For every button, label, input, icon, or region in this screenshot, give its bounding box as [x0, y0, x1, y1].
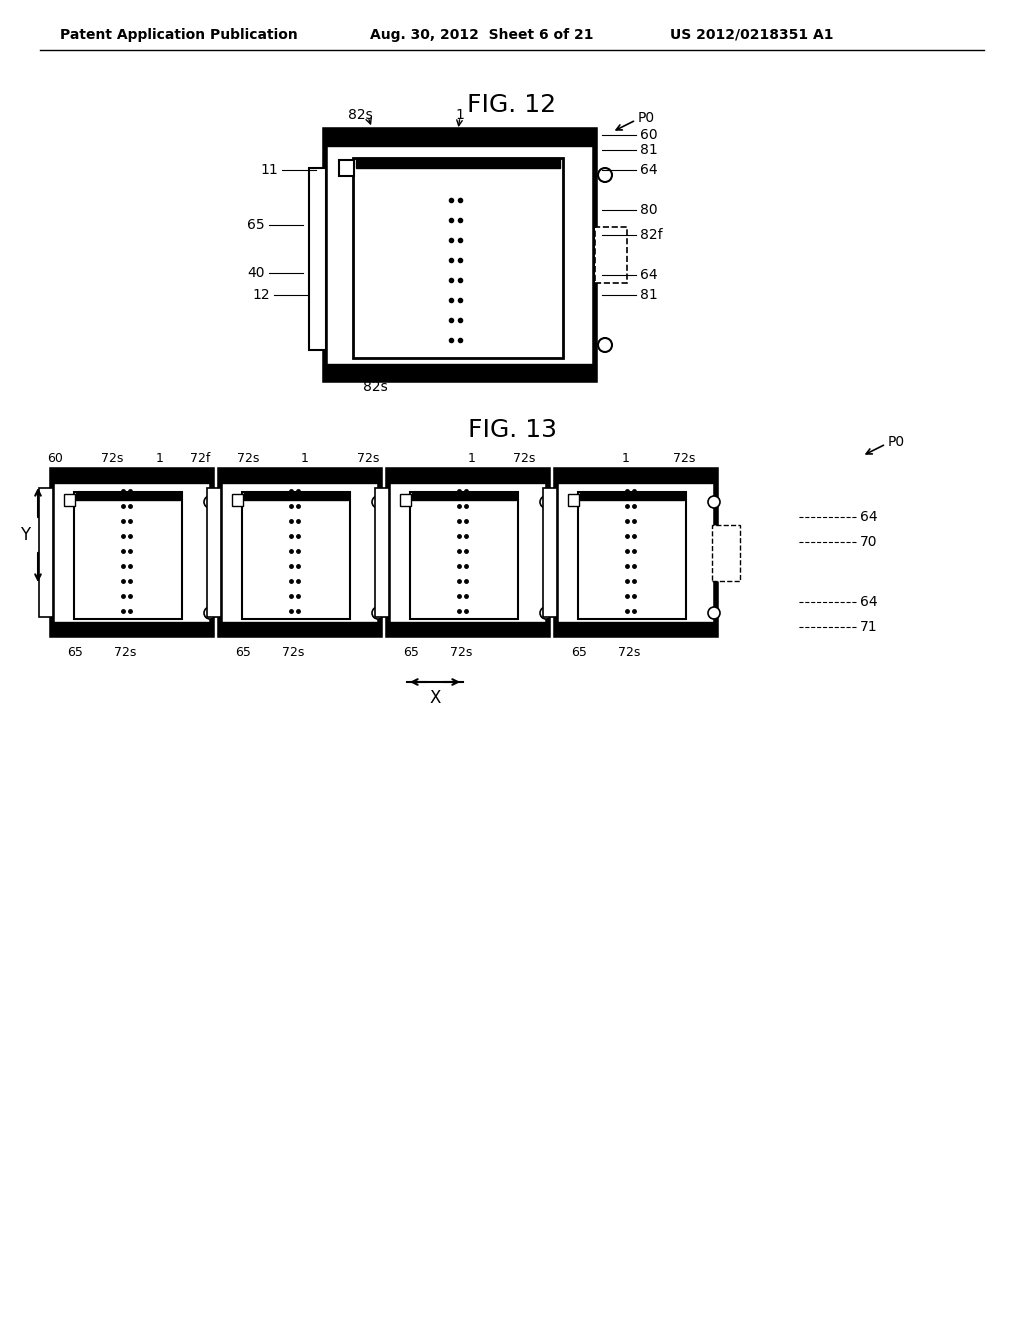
Bar [556, 470, 716, 635]
Text: Patent Application Publication: Patent Application Publication [60, 28, 298, 42]
Bar [325, 129, 595, 380]
Text: 65: 65 [248, 218, 265, 232]
Bar [76, 492, 180, 500]
Text: 64: 64 [860, 595, 878, 609]
Bar [353, 158, 563, 358]
Circle shape [598, 338, 612, 352]
Bar [242, 492, 350, 619]
Text: 1: 1 [456, 108, 465, 121]
Text: 70: 70 [860, 535, 878, 549]
Bar [309, 168, 326, 350]
Text: P0: P0 [888, 436, 905, 449]
Text: 64: 64 [640, 162, 657, 177]
Bar [325, 129, 595, 147]
Bar [52, 622, 212, 635]
Circle shape [204, 607, 216, 619]
Text: 72s: 72s [450, 645, 472, 659]
Bar [376, 525, 404, 581]
Circle shape [708, 607, 720, 619]
Bar [388, 470, 548, 635]
Circle shape [708, 496, 720, 508]
Bar [207, 488, 221, 616]
Bar [208, 525, 236, 581]
Text: 81: 81 [640, 288, 657, 302]
Bar [74, 492, 182, 619]
Text: 60: 60 [640, 128, 657, 143]
Bar [412, 492, 516, 500]
Bar [220, 622, 380, 635]
Text: X: X [429, 689, 440, 708]
Text: Y: Y [19, 525, 30, 544]
Text: 72s: 72s [673, 451, 695, 465]
Text: 81: 81 [640, 143, 657, 157]
Text: FIG. 12: FIG. 12 [467, 92, 557, 117]
Bar [595, 227, 627, 282]
Text: 72s: 72s [100, 451, 123, 465]
Text: 72s: 72s [237, 451, 259, 465]
Bar [712, 525, 740, 581]
Circle shape [598, 168, 612, 182]
Text: 65: 65 [571, 645, 587, 659]
Text: 72s: 72s [282, 645, 304, 659]
Bar [375, 488, 389, 616]
Circle shape [372, 496, 384, 508]
Text: 72s: 72s [513, 451, 536, 465]
Bar [544, 525, 572, 581]
Circle shape [540, 607, 552, 619]
Text: US 2012/0218351 A1: US 2012/0218351 A1 [670, 28, 834, 42]
Bar [580, 492, 684, 500]
Circle shape [204, 496, 216, 508]
Bar [543, 488, 557, 616]
Text: 65: 65 [236, 645, 251, 659]
Bar [232, 494, 243, 506]
Text: 82s: 82s [362, 380, 387, 393]
Text: P0: P0 [638, 111, 655, 125]
Bar [578, 492, 686, 619]
Text: 40: 40 [248, 267, 265, 280]
Bar [356, 158, 560, 168]
Text: 64: 64 [860, 510, 878, 524]
Bar [410, 492, 518, 619]
Bar [388, 470, 548, 483]
Text: 72f: 72f [189, 451, 210, 465]
Bar [556, 470, 716, 483]
Bar [339, 160, 354, 176]
Bar [244, 492, 348, 500]
Bar [220, 470, 380, 483]
Bar [52, 470, 212, 635]
Text: 80: 80 [640, 203, 657, 216]
Circle shape [540, 496, 552, 508]
Text: 72s: 72s [356, 451, 379, 465]
Text: 11: 11 [260, 162, 278, 177]
Bar [63, 494, 75, 506]
Text: 72s: 72s [617, 645, 640, 659]
Text: 1: 1 [301, 451, 309, 465]
Bar [556, 622, 716, 635]
Bar [325, 364, 595, 380]
Text: 1: 1 [156, 451, 164, 465]
Text: 1: 1 [468, 451, 476, 465]
Text: 72s: 72s [114, 645, 136, 659]
Text: 71: 71 [860, 620, 878, 634]
Circle shape [372, 607, 384, 619]
Text: 65: 65 [67, 645, 83, 659]
Bar [39, 488, 53, 616]
Bar [568, 494, 579, 506]
Text: Aug. 30, 2012  Sheet 6 of 21: Aug. 30, 2012 Sheet 6 of 21 [370, 28, 594, 42]
Text: 60: 60 [47, 451, 62, 465]
Bar [52, 470, 212, 483]
Text: 65: 65 [403, 645, 419, 659]
Bar [220, 470, 380, 635]
Text: 12: 12 [252, 288, 270, 302]
Text: FIG. 13: FIG. 13 [468, 418, 556, 442]
Text: 64: 64 [640, 268, 657, 282]
Text: 82s: 82s [347, 108, 373, 121]
Text: 82f: 82f [640, 228, 663, 242]
Bar [388, 622, 548, 635]
Text: 1: 1 [622, 451, 630, 465]
Bar [400, 494, 411, 506]
